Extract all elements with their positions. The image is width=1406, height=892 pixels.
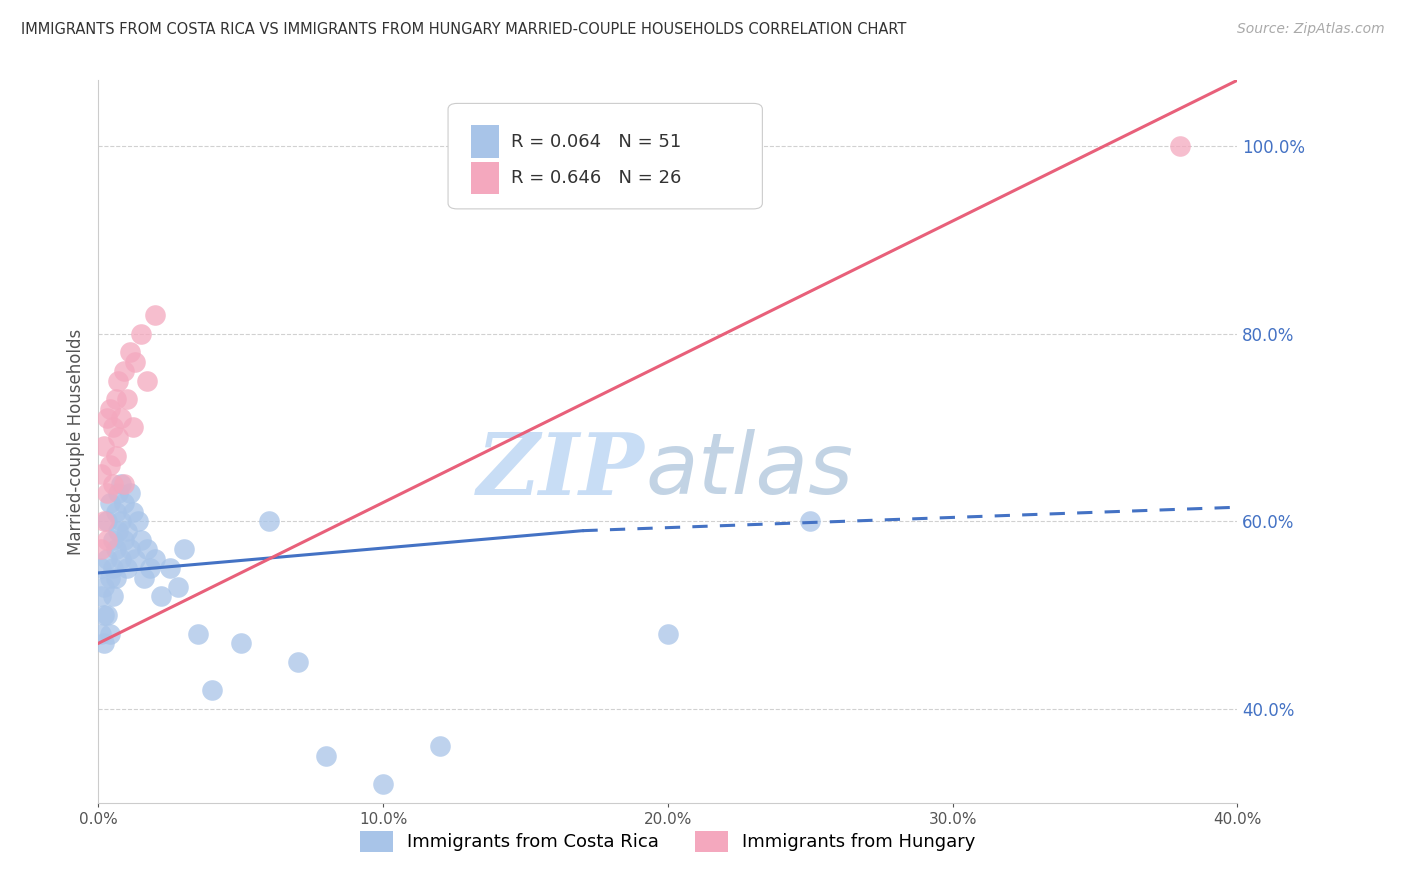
- Point: [107, 430, 129, 444]
- Point: [104, 542, 127, 557]
- Point: [429, 739, 451, 754]
- Text: ZIP: ZIP: [477, 429, 645, 512]
- Point: [118, 542, 141, 557]
- Point: [96, 608, 118, 623]
- Point: [201, 683, 224, 698]
- Point: [145, 308, 167, 322]
- Point: [110, 411, 132, 425]
- Point: [101, 533, 124, 547]
- Point: [104, 449, 127, 463]
- Point: [112, 364, 135, 378]
- Point: [107, 374, 129, 388]
- Point: [115, 524, 138, 538]
- Point: [110, 476, 132, 491]
- Point: [287, 655, 309, 669]
- Point: [167, 580, 190, 594]
- Point: [101, 561, 124, 575]
- Point: [90, 467, 112, 482]
- Point: [96, 533, 118, 547]
- Point: [373, 777, 395, 791]
- Point: [124, 551, 146, 566]
- Point: [799, 514, 821, 528]
- Point: [129, 326, 152, 341]
- Point: [121, 505, 143, 519]
- Point: [112, 495, 135, 509]
- Point: [315, 748, 337, 763]
- Point: [93, 580, 115, 594]
- Point: [107, 524, 129, 538]
- Point: [129, 533, 152, 547]
- Point: [112, 476, 135, 491]
- Point: [173, 542, 195, 557]
- Text: R = 0.064   N = 51: R = 0.064 N = 51: [510, 133, 681, 151]
- Point: [104, 505, 127, 519]
- Bar: [471, 161, 499, 194]
- Y-axis label: Married-couple Households: Married-couple Households: [66, 328, 84, 555]
- Point: [159, 561, 181, 575]
- Point: [127, 514, 149, 528]
- Point: [98, 401, 121, 416]
- Point: [90, 590, 112, 604]
- Point: [107, 486, 129, 500]
- Point: [98, 458, 121, 472]
- Legend: Immigrants from Costa Rica, Immigrants from Hungary: Immigrants from Costa Rica, Immigrants f…: [353, 823, 983, 859]
- Point: [118, 345, 141, 359]
- Text: R = 0.646   N = 26: R = 0.646 N = 26: [510, 169, 681, 186]
- Point: [96, 411, 118, 425]
- Point: [98, 627, 121, 641]
- Point: [96, 486, 118, 500]
- Point: [98, 495, 121, 509]
- Point: [124, 355, 146, 369]
- Point: [110, 551, 132, 566]
- Point: [115, 561, 138, 575]
- Point: [96, 551, 118, 566]
- Point: [115, 392, 138, 407]
- Point: [93, 514, 115, 528]
- Point: [132, 571, 155, 585]
- Point: [98, 571, 121, 585]
- Point: [118, 486, 141, 500]
- Point: [187, 627, 209, 641]
- Point: [112, 533, 135, 547]
- FancyBboxPatch shape: [449, 103, 762, 209]
- Point: [121, 420, 143, 434]
- Point: [93, 439, 115, 453]
- Point: [96, 514, 118, 528]
- Point: [135, 542, 157, 557]
- Text: IMMIGRANTS FROM COSTA RICA VS IMMIGRANTS FROM HUNGARY MARRIED-COUPLE HOUSEHOLDS : IMMIGRANTS FROM COSTA RICA VS IMMIGRANTS…: [21, 22, 907, 37]
- Point: [138, 561, 160, 575]
- Point: [101, 420, 124, 434]
- Point: [135, 374, 157, 388]
- Point: [90, 542, 112, 557]
- Point: [145, 551, 167, 566]
- Point: [657, 627, 679, 641]
- Text: atlas: atlas: [645, 429, 853, 512]
- Point: [150, 590, 173, 604]
- Point: [101, 590, 124, 604]
- Text: Source: ZipAtlas.com: Source: ZipAtlas.com: [1237, 22, 1385, 37]
- Point: [259, 514, 281, 528]
- Point: [104, 392, 127, 407]
- Point: [93, 608, 115, 623]
- Point: [1170, 139, 1192, 153]
- Point: [104, 571, 127, 585]
- Point: [229, 636, 252, 650]
- Point: [110, 514, 132, 528]
- Point: [101, 476, 124, 491]
- Point: [90, 561, 112, 575]
- Point: [93, 636, 115, 650]
- Point: [90, 627, 112, 641]
- Bar: [471, 126, 499, 158]
